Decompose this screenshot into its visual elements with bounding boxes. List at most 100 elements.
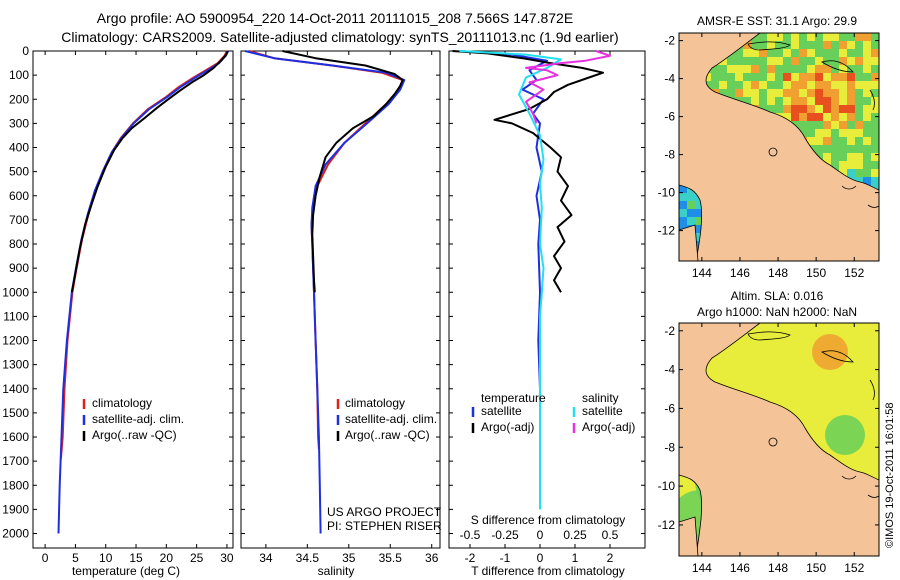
sst-cell xyxy=(863,41,871,49)
difference-axes-frame xyxy=(448,50,646,549)
sst-cell xyxy=(711,81,719,89)
sst-cell xyxy=(831,73,839,81)
sst-cell xyxy=(735,49,743,57)
depth-tick-label: 1000 xyxy=(2,285,29,299)
sst-cell xyxy=(775,105,783,113)
sst-cell xyxy=(767,89,775,97)
depth-tick-label: 700 xyxy=(9,213,29,227)
difference-legend: temperature salinity satellite Argo(-adj… xyxy=(471,391,635,434)
sst-cell xyxy=(751,97,759,105)
depth-tick-label: 400 xyxy=(9,141,29,155)
s-diff-tick-label: 0.25 xyxy=(563,528,587,542)
sst-cell xyxy=(687,209,695,217)
sst-cell xyxy=(807,65,815,73)
temperature-legend: climatology satellite-adj. clim. Argo(..… xyxy=(82,396,184,442)
sst-cell xyxy=(855,153,863,161)
sst-cell xyxy=(783,113,791,121)
t-diff-tick-label: -2 xyxy=(465,551,476,565)
sst-cell xyxy=(783,89,791,97)
sst-cell xyxy=(679,209,687,217)
map-lon-label: 152 xyxy=(844,266,864,280)
sst-map-frame xyxy=(678,32,880,262)
sst-cell xyxy=(791,97,799,105)
sst-cell xyxy=(775,57,783,65)
sst-cell xyxy=(751,49,759,57)
sst-cell xyxy=(783,41,791,49)
sst-cell xyxy=(759,81,767,89)
sst-cell xyxy=(823,89,831,97)
sst-cell xyxy=(791,89,799,97)
sst-cell xyxy=(847,73,855,81)
sst-cell xyxy=(831,129,839,137)
sst-cell xyxy=(767,65,775,73)
sst-cell xyxy=(871,161,879,169)
sst-cell xyxy=(807,97,815,105)
sst-cell xyxy=(823,97,831,105)
depth-tick-label: 1100 xyxy=(3,309,29,323)
sst-cell xyxy=(871,81,879,89)
salinity-series xyxy=(244,50,406,534)
salinity-xlabel: salinity xyxy=(318,564,355,578)
sst-cell xyxy=(807,57,815,65)
sst-map-field xyxy=(679,33,879,261)
sst-cell xyxy=(727,81,735,89)
sst-cell xyxy=(863,65,871,73)
x-tick-label: 5 xyxy=(72,551,79,565)
sst-cell xyxy=(767,41,775,49)
sst-cell xyxy=(863,161,871,169)
sst-cell xyxy=(863,153,871,161)
sla-map-title-line1: Altim. SLA: 0.016 xyxy=(731,289,824,303)
map-lat-label: -2 xyxy=(664,34,675,48)
sst-cell xyxy=(847,161,855,169)
sla-land-new-guinea xyxy=(679,323,879,556)
sst-cell xyxy=(863,129,871,137)
sst-cell xyxy=(847,57,855,65)
sst-cell xyxy=(847,145,855,153)
sst-cell xyxy=(847,153,855,161)
s-difference-label: S difference from climatology xyxy=(471,513,626,527)
sst-cell xyxy=(719,65,727,73)
x-tick-label: 30 xyxy=(220,551,234,565)
sst-cell xyxy=(831,121,839,129)
sst-cell xyxy=(863,177,871,185)
sst-cell xyxy=(791,57,799,65)
depth-tick-label: 2000 xyxy=(2,527,29,541)
copyright-stamp: ©IMOS 19-Oct-2011 16:01:58 xyxy=(884,403,896,548)
sst-cell xyxy=(799,121,807,129)
sst-islands xyxy=(841,89,879,208)
sst-cell xyxy=(871,49,879,57)
sst-cell xyxy=(807,41,815,49)
sst-cell xyxy=(847,89,855,97)
sst-cell xyxy=(759,49,767,57)
sst-cell xyxy=(727,73,735,81)
sst-map: AMSR-E SST: 31.1 Argo: 29.9 144 146 148 150… xyxy=(658,14,880,280)
t-diff-tick-label: 1 xyxy=(572,551,579,565)
series-line-argo-raw-qc- xyxy=(282,50,404,293)
x-tick-label: 35.5 xyxy=(379,551,403,565)
sst-cell xyxy=(799,65,807,73)
sst-cell xyxy=(807,49,815,57)
sst-cell xyxy=(871,73,879,81)
sst-cell xyxy=(767,73,775,81)
sst-cell xyxy=(839,33,847,41)
sst-cell xyxy=(871,65,879,73)
sst-cell xyxy=(679,193,687,201)
depth-tick-label: 1300 xyxy=(2,358,29,372)
map-lat-label: -10 xyxy=(658,186,676,200)
sst-cell xyxy=(751,73,759,81)
sst-cell xyxy=(839,105,847,113)
sst-cell xyxy=(839,97,847,105)
x-tick-label: 25 xyxy=(190,551,204,565)
depth-tick-label: 900 xyxy=(9,261,29,275)
t-diff-tick-label: 0 xyxy=(537,551,544,565)
x-tick-label: 34.5 xyxy=(296,551,320,565)
sst-cell xyxy=(783,57,791,65)
sst-cell xyxy=(735,57,743,65)
map-lon-label: 144 xyxy=(692,561,712,575)
sst-cell xyxy=(839,153,847,161)
sst-cell xyxy=(775,89,783,97)
sst-cell xyxy=(839,161,847,169)
sst-cell xyxy=(823,145,831,153)
sst-cell xyxy=(751,81,759,89)
temperature-panel: 0100200300400500600700800900100011001200… xyxy=(2,44,234,578)
